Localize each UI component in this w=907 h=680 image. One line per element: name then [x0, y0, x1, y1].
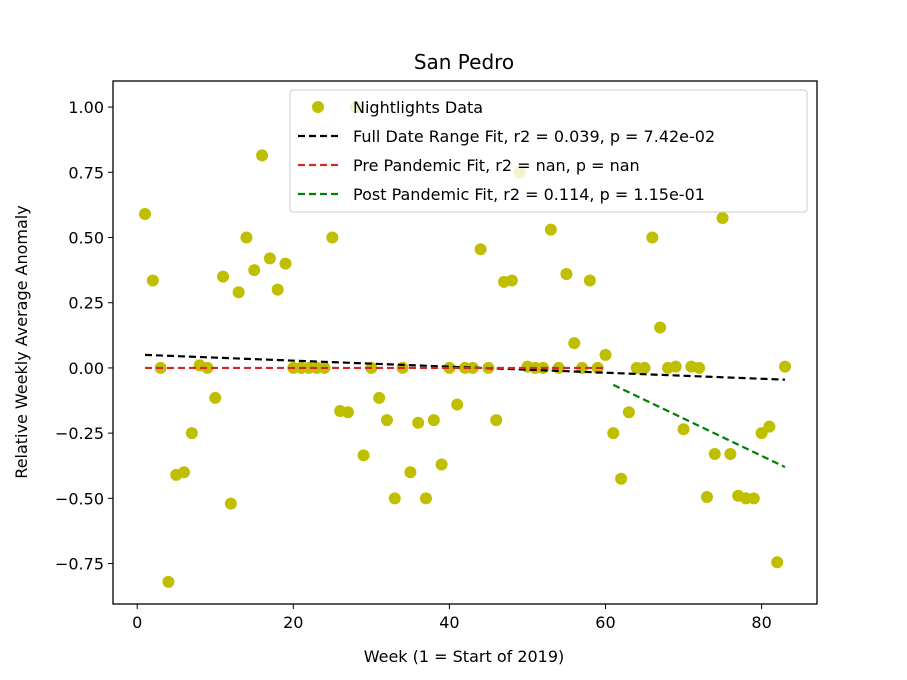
data-point [224, 497, 237, 510]
data-point [271, 283, 284, 296]
x-tick-label: 40 [439, 613, 459, 632]
data-point [162, 575, 175, 588]
legend: Nightlights Data Full Date Range Fit, r2 … [289, 89, 808, 213]
data-point [544, 223, 557, 236]
data-point [178, 466, 191, 479]
x-tick-label: 20 [283, 613, 303, 632]
data-point [326, 231, 339, 244]
data-point [404, 466, 417, 479]
data-point [388, 492, 401, 505]
chart-title: San Pedro [414, 50, 514, 74]
legend-box [289, 89, 808, 213]
x-axis-label: Week (1 = Start of 2019) [364, 647, 565, 666]
data-point [622, 406, 635, 419]
data-point [560, 268, 573, 281]
legend-label: Full Date Range Fit, r2 = 0.039, p = 7.4… [353, 127, 715, 146]
data-point [747, 492, 760, 505]
data-point [232, 286, 245, 299]
data-point [380, 414, 393, 427]
data-point [490, 414, 503, 427]
data-point [638, 361, 651, 374]
legend-label: Pre Pandemic Fit, r2 = nan, p = nan [353, 156, 640, 175]
data-point [427, 414, 440, 427]
y-tick-label: 1.00 [68, 98, 104, 117]
data-point [146, 274, 159, 287]
data-point [646, 231, 659, 244]
legend-label: Nightlights Data [353, 98, 483, 117]
fit-line-3 [612, 383, 786, 469]
data-point [599, 348, 612, 361]
data-point [716, 211, 729, 224]
data-point [771, 556, 784, 569]
data-point [700, 491, 713, 504]
y-tick-label: 0.50 [68, 229, 104, 248]
data-point [248, 264, 261, 277]
data-point [451, 398, 464, 411]
data-point [677, 423, 690, 436]
data-point [240, 231, 253, 244]
y-tick-label: −0.75 [55, 555, 104, 574]
data-point [435, 458, 448, 471]
data-point [654, 321, 667, 334]
data-point [779, 360, 791, 373]
y-axis-label: Relative Weekly Average Anomaly [12, 205, 31, 478]
data-point [568, 337, 581, 350]
data-point [607, 427, 620, 440]
data-point [201, 361, 214, 374]
data-point [466, 361, 479, 374]
data-point [583, 274, 596, 287]
plot-frame [112, 80, 818, 605]
data-point [357, 449, 370, 462]
data-point [185, 427, 198, 440]
legend-marker [312, 101, 324, 113]
data-point [279, 257, 292, 270]
data-point [474, 243, 487, 256]
data-point [373, 391, 386, 404]
data-point [505, 274, 518, 287]
x-tick-label: 80 [751, 613, 771, 632]
y-tick-label: 0.75 [68, 163, 104, 182]
data-point [209, 391, 222, 404]
data-point [693, 361, 706, 374]
data-point [708, 448, 721, 461]
data-point [669, 360, 682, 373]
data-point [412, 416, 425, 429]
data-point [256, 149, 269, 162]
x-tick-label: 0 [132, 613, 142, 632]
data-point [443, 361, 456, 374]
data-point [341, 406, 354, 419]
y-tick-label: −0.50 [55, 489, 104, 508]
y-tick-label: 0.25 [68, 294, 104, 313]
y-tick-label: −0.25 [55, 424, 104, 443]
data-point [763, 420, 776, 433]
data-point [419, 492, 432, 505]
data-point [139, 208, 151, 221]
x-tick-label: 60 [595, 613, 615, 632]
data-point [615, 472, 628, 485]
data-point [263, 252, 276, 265]
legend-label: Post Pandemic Fit, r2 = 0.114, p = 1.15e… [353, 185, 705, 204]
y-tick-label: 0.00 [68, 359, 104, 378]
data-point [217, 270, 230, 283]
data-point [724, 448, 737, 461]
